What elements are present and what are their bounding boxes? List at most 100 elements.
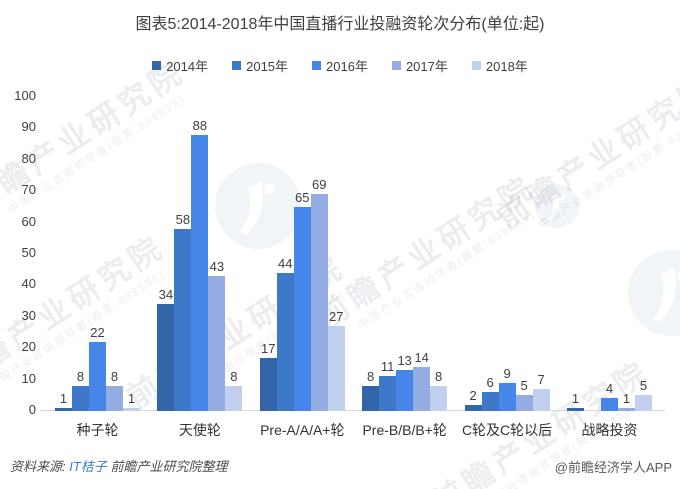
bar-slot: 8 xyxy=(106,96,123,411)
bar-value-label: 1 xyxy=(127,391,136,406)
x-axis-label-Pre-A/A/A+轮: Pre-A/A/A+轮 xyxy=(260,422,345,438)
bar-slot: 8 xyxy=(362,96,380,411)
bar-天使轮-2017年 xyxy=(208,276,226,411)
bar-slot: 69 xyxy=(310,96,328,411)
bar-slot: 8 xyxy=(430,96,448,411)
legend-marker xyxy=(391,61,401,70)
bar-种子轮-2014年 xyxy=(55,408,72,411)
bar-value-label: 65 xyxy=(295,190,310,205)
bar-value-label: 14 xyxy=(414,350,429,365)
credit-note: @前瞻经济学人APP xyxy=(554,460,672,475)
bar-slot: 17 xyxy=(259,96,277,411)
bar-value-label: 11 xyxy=(380,359,395,374)
y-axis-tick-label: 30 xyxy=(21,307,36,323)
bar-Pre-A/A/A+轮-2014年 xyxy=(259,358,277,411)
x-axis-label-C轮及C轮以后: C轮及C轮以后 xyxy=(461,422,553,438)
bar-Pre-A/A/A+轮-2017年 xyxy=(310,194,328,411)
bar-slot: 44 xyxy=(276,96,294,411)
bar-Pre-A/A/A+轮-2015年 xyxy=(276,273,294,411)
bar-value-label: 44 xyxy=(278,256,293,271)
bar-value-label: 8 xyxy=(435,369,443,384)
x-axis-label-Pre-B/B/B+轮: Pre-B/B/B+轮 xyxy=(362,422,447,438)
chart-title: 图表5:2014-2018年中国直播行业投融资轮次分布(单位:起) xyxy=(135,16,545,33)
bar-value-label: 1 xyxy=(571,391,580,406)
bar-group-天使轮: 34 58 88 43 8 天使轮 xyxy=(157,96,243,438)
bar-value-label: 69 xyxy=(312,177,327,192)
bar-天使轮-2015年 xyxy=(174,229,192,411)
y-axis-tick-label: 100 xyxy=(14,88,36,103)
legend-label: 2017年 xyxy=(405,59,448,74)
bar-value-label: 8 xyxy=(76,369,85,384)
bar-value-label: 27 xyxy=(329,309,344,324)
bar-value-label: 8 xyxy=(110,369,119,384)
legend-item-2015年: 2015年 xyxy=(232,56,288,75)
bar-天使轮-2016年 xyxy=(191,135,209,411)
bar-value-label: 7 xyxy=(537,372,545,387)
source-label: 资料来源: xyxy=(10,459,66,474)
bar-value-label: 13 xyxy=(397,353,412,368)
legend-marker xyxy=(312,61,322,70)
y-axis-tick-label: 50 xyxy=(21,245,36,260)
bar-Pre-B/B/B+轮-2018年 xyxy=(430,386,448,411)
x-axis-line xyxy=(40,410,665,411)
bar-slot: 1 xyxy=(55,96,72,411)
bar-slot: 88 xyxy=(191,96,209,411)
bar-value-label: 1 xyxy=(622,391,631,406)
bar-slot: 4 xyxy=(600,96,618,411)
bar-value-label: 5 xyxy=(520,378,528,393)
bar-C轮及C轮以后-2014年 xyxy=(464,405,482,411)
bar-slot xyxy=(584,96,601,411)
bar-slot: 43 xyxy=(208,96,226,411)
bar-种子轮-2017年 xyxy=(106,386,123,411)
bar-slot: 5 xyxy=(515,96,533,411)
bar-天使轮-2014年 xyxy=(157,304,175,411)
y-axis-tick-label: 60 xyxy=(21,213,36,229)
bar-value-label: 58 xyxy=(175,212,191,227)
legend-item-2018年: 2018年 xyxy=(471,56,528,75)
bar-group-Pre-B/B/B+轮: 8 11 13 14 8 Pre-B/B/B+轮 xyxy=(362,96,448,438)
y-axis-tick-label: 10 xyxy=(21,370,36,386)
bar-Pre-B/B/B+轮-2015年 xyxy=(379,376,397,411)
y-axis-tick-label: 0 xyxy=(28,402,36,417)
bar-slot: 8 xyxy=(225,96,243,411)
y-axis-tick-label: 20 xyxy=(21,339,36,355)
bar-C轮及C轮以后-2017年 xyxy=(515,395,533,411)
x-axis-label-天使轮: 天使轮 xyxy=(178,422,221,438)
bar-group-Pre-A/A/A+轮: 17 44 65 69 27 Pre-A/A/A+轮 xyxy=(259,96,345,438)
y-axis-tick-label: 70 xyxy=(21,182,36,198)
chart-legend: 2014年 2015年 2016年 2017年 2018年 xyxy=(0,56,680,75)
bar-slot: 13 xyxy=(396,96,414,411)
source-link[interactable]: IT桔子 xyxy=(69,459,107,474)
bar-value-label: 17 xyxy=(261,341,276,356)
bar-value-label: 34 xyxy=(158,287,174,302)
bar-战略投资-2018年 xyxy=(634,395,652,411)
bar-Pre-A/A/A+轮-2018年 xyxy=(327,326,345,411)
bar-战略投资-2014年 xyxy=(566,408,584,411)
bar-C轮及C轮以后-2016年 xyxy=(498,383,516,411)
bar-slot: 14 xyxy=(413,96,431,411)
bar-value-label: 5 xyxy=(639,378,648,393)
bar-Pre-B/B/B+轮-2014年 xyxy=(362,386,380,411)
bar-战略投资-2016年 xyxy=(600,398,618,411)
bar-Pre-B/B/B+轮-2017年 xyxy=(413,367,431,411)
bar-value-label: 9 xyxy=(503,366,511,381)
bar-C轮及C轮以后-2015年 xyxy=(481,392,499,411)
bar-Pre-A/A/A+轮-2016年 xyxy=(293,207,311,411)
y-axis: 0 10 20 30 40 50 60 70 80 90 100 xyxy=(0,0,36,489)
bar-value-label: 8 xyxy=(230,369,238,384)
bar-slot: 5 xyxy=(634,96,652,411)
plot-area: 1 8 22 8 1 种子轮 34 58 88 43 8 天使轮 17 44 65 69 27 Pre-A/A/A… xyxy=(55,96,652,438)
legend-item-2016年: 2016年 xyxy=(312,56,368,75)
bar-value-label: 2 xyxy=(469,388,477,403)
source-note: 资料来源: IT桔子 前瞻产业研究院整理 xyxy=(10,456,227,475)
bar-slot: 58 xyxy=(174,96,192,411)
bar-Pre-B/B/B+轮-2016年 xyxy=(396,370,414,411)
bar-value-label: 22 xyxy=(90,325,105,340)
bar-C轮及C轮以后-2018年 xyxy=(532,389,550,411)
legend-marker xyxy=(152,61,162,70)
bar-种子轮-2018年 xyxy=(123,408,140,411)
bar-group-C轮及C轮以后: 2 6 9 5 7 C轮及C轮以后 xyxy=(462,96,552,438)
bar-slot: 7 xyxy=(532,96,550,411)
legend-marker xyxy=(471,61,481,70)
